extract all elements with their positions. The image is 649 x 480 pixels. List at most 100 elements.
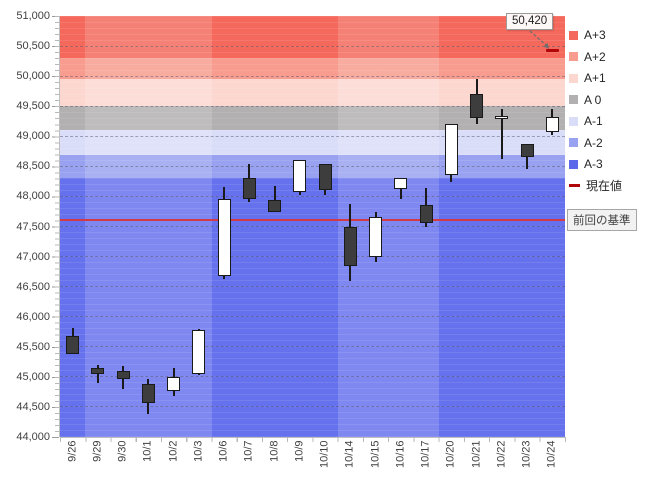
candle-wick: [399, 178, 402, 199]
legend-swatch-icon: [569, 159, 578, 169]
candle-10-1: [141, 384, 155, 403]
candle-wick: [273, 185, 276, 213]
plot-area: [60, 16, 565, 437]
x-tick-label: 10/8: [268, 440, 281, 462]
y-tick-label: 48,000: [16, 190, 50, 203]
candle-10-16: [394, 178, 408, 189]
legend-item-A-1: A-1: [569, 114, 647, 128]
zone-band-A0: [60, 106, 565, 130]
x-axis-ticks: [60, 437, 566, 442]
candle-10-14: [343, 227, 357, 266]
legend-label: A 0: [584, 92, 602, 107]
x-tick-label: 10/10: [318, 440, 331, 469]
gridline-48000: [60, 195, 565, 197]
y-tick-label: 49,000: [16, 130, 50, 143]
x-tick-label: 9/26: [66, 440, 79, 462]
candle-10-3: [192, 329, 206, 375]
y-tick-label: 46,000: [16, 310, 50, 323]
x-tick-label: 10/3: [192, 440, 205, 462]
candle-10-6: [217, 199, 231, 277]
x-tick-label: 10/17: [419, 440, 432, 469]
legend-dash-icon: [569, 184, 580, 187]
legend-label: A+1: [584, 71, 606, 85]
candle-10-21: [470, 93, 484, 119]
gridline-48500: [60, 165, 565, 167]
x-tick-label: 10/21: [470, 440, 483, 469]
y-tick-label: 46,500: [16, 280, 50, 293]
legend-swatch-icon: [569, 73, 578, 83]
week-stripe-light: [85, 16, 212, 437]
legend-item-A+2: A+2: [569, 49, 647, 64]
gridline-49000: [60, 135, 565, 137]
y-tick-label: 47,500: [16, 220, 50, 233]
y-tick-label: 50,000: [16, 70, 50, 83]
chart-legend: A+3 A+2 A+1 A 0 A-1 A-2 A-3 現在値: [569, 28, 647, 201]
gridline-45000: [60, 376, 565, 378]
legend-item-A0: A 0: [569, 92, 647, 107]
gridline-47000: [60, 256, 565, 258]
legend-item-現在値: 現在値: [569, 179, 647, 193]
week-stripe-light: [337, 16, 439, 437]
zone-band-A-2: [60, 154, 565, 179]
legend-swatch-icon: [569, 138, 578, 147]
legend-label: A-2: [584, 135, 603, 150]
candle-10-10: [318, 163, 332, 191]
candle-9-29: [91, 367, 105, 374]
candle-10-23: [520, 143, 534, 157]
legend-label: A-1: [584, 114, 603, 128]
y-tick-label: 44,000: [16, 431, 50, 443]
zone-band-A+2: [60, 58, 565, 79]
x-tick-label: 10/14: [343, 440, 356, 469]
gridline-44500: [60, 406, 565, 408]
y-tick-label: 45,000: [16, 370, 50, 383]
legend-label: A+3: [584, 28, 606, 42]
candle-9-30: [116, 370, 130, 379]
candle-10-20: [444, 123, 458, 176]
candle-wick: [96, 364, 99, 383]
gridline-50000: [60, 75, 565, 77]
x-tick-label: 10/22: [495, 440, 508, 469]
candle-10-15: [369, 216, 383, 258]
y-tick-label: 51,000: [16, 10, 50, 22]
y-tick-label: 47,000: [16, 250, 50, 263]
x-tick-label: 9/30: [116, 440, 129, 462]
current-value-marker: [545, 49, 559, 53]
gridline-50500: [60, 45, 565, 47]
legend-swatch-icon: [569, 30, 578, 40]
candle-10-7: [242, 178, 256, 199]
y-axis-minor-ticks: [55, 16, 59, 437]
candle-10-24: [545, 117, 559, 133]
x-tick-label: 10/6: [217, 440, 230, 462]
legend-item-A+1: A+1: [569, 71, 647, 85]
y-tick-label: 49,500: [16, 100, 50, 113]
x-tick-label: 10/15: [369, 440, 382, 469]
candle-10-8: [268, 200, 282, 213]
legend-label: 現在値: [586, 179, 623, 193]
gridline-46500: [60, 286, 565, 288]
candle-wick: [500, 108, 503, 159]
candle-10-17: [419, 205, 433, 224]
legend-label: A+2: [584, 49, 606, 64]
gridline-47500: [60, 226, 565, 227]
gridline-49500: [60, 105, 565, 107]
zone-band-A+3: [60, 16, 565, 59]
gridline-45500: [60, 346, 565, 348]
x-tick-label: 10/24: [545, 440, 558, 469]
candle-10-22: [495, 115, 509, 119]
legend-item-A-2: A-2: [569, 135, 647, 150]
y-tick-label: 50,500: [16, 40, 50, 53]
candle-9-26: [66, 335, 80, 354]
legend-item-A-3: A-3: [569, 157, 647, 171]
y-tick-label: 48,500: [16, 160, 50, 173]
x-tick-label: 10/16: [394, 440, 407, 469]
y-tick-label: 44,500: [16, 400, 50, 413]
legend-swatch-icon: [569, 52, 578, 61]
x-tick-label: 10/20: [444, 440, 457, 469]
x-tick-label: 10/1: [141, 440, 154, 462]
x-tick-label: 9/29: [91, 440, 104, 462]
gridline-46000: [60, 316, 565, 318]
x-tick-label: 10/9: [293, 440, 306, 462]
legend-item-A+3: A+3: [569, 28, 647, 42]
legend-label: A-3: [584, 157, 603, 171]
